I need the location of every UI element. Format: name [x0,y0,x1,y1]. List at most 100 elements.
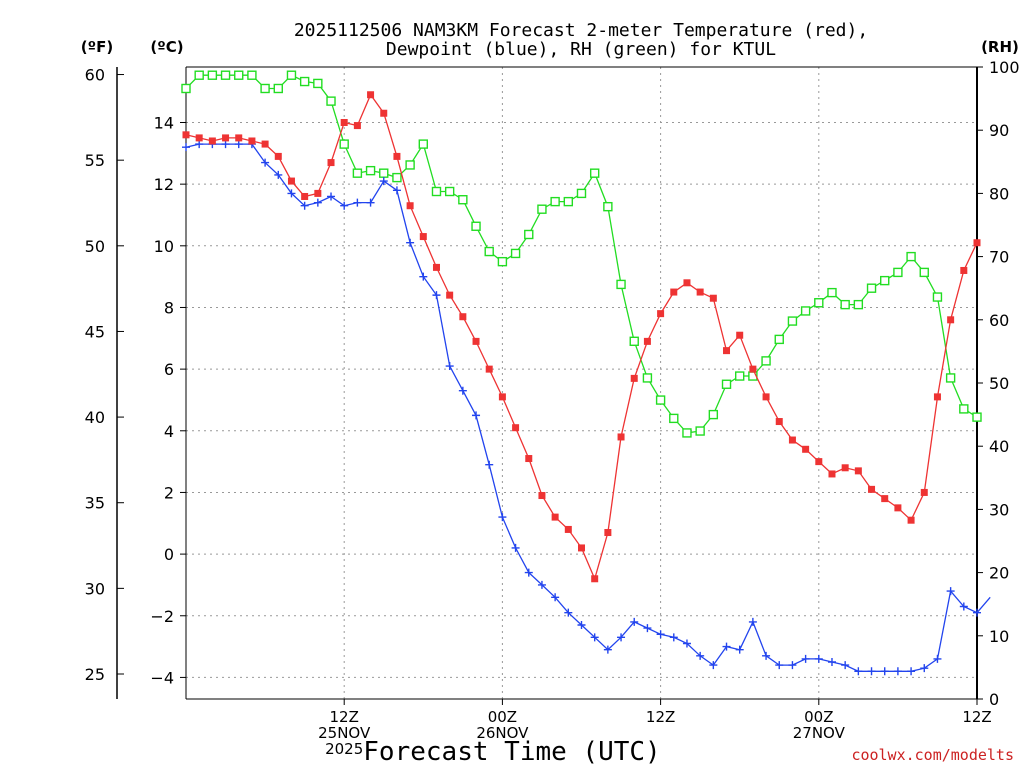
rh-point [616,279,626,290]
dewpoint-point [379,177,388,186]
celsius-tick-label: −2 [150,607,174,626]
rh-point [524,229,534,240]
temperature-point [947,316,955,324]
dewpoint-point [274,170,283,179]
dewpoint-point [867,667,876,676]
rh-point [853,299,864,310]
rh-point [365,165,376,176]
dewpoint-point [524,568,533,577]
dewpoint-point [722,642,731,651]
rh-point [313,78,323,89]
rh-point [484,246,494,257]
x-tick-label: 12Z [962,708,991,726]
temperature-point [274,152,282,160]
celsius-tick-label: 10 [154,237,174,256]
dewpoint-point [854,667,863,676]
rh-tick-label: 20 [989,564,1009,583]
rh-point [576,188,587,199]
rh-tick-label: 0 [989,690,999,709]
temperature-point [340,118,348,126]
rh-point [708,409,719,420]
rh-point [405,160,415,170]
rh-point [840,299,850,310]
dewpoint-point [920,664,929,673]
x-tick-label: 00Z [488,708,517,726]
dewpoint-point [511,543,520,552]
temperature-point [815,458,823,466]
dewpoint-point [485,460,494,469]
fahrenheit-tick-label: 50 [85,237,105,256]
temperature-point [762,393,770,401]
rh-point [959,404,969,414]
dewpoint-point [933,654,942,663]
temperature-point [683,279,691,287]
x-tick-label: 12Z [646,708,675,726]
temperature-point [419,233,427,241]
rh-point [787,316,798,326]
x-tick-label: 12Z [330,708,359,726]
rh-tick-label: 90 [989,121,1009,140]
temperature-point [538,492,546,500]
temperature-point [353,122,361,130]
fahrenheit-tick-label: 25 [85,665,105,684]
temperature-point [551,513,559,521]
rh-point [194,70,204,80]
temperature-point [195,134,203,142]
rh-series [181,70,982,438]
rh-point [392,172,402,183]
temperature-point [406,202,414,210]
rh-tick-label: 80 [989,184,1009,203]
temperature-point [261,140,269,148]
dewpoint-point [946,587,955,596]
temperature-point [736,331,744,339]
dewpoint-series [182,140,991,676]
rh-point [774,334,784,345]
rh-tick-label: 10 [989,627,1009,646]
temperature-series [182,91,981,583]
celsius-tick-label: 2 [164,483,174,502]
dewpoint-point [537,580,546,589]
temperature-point [525,455,533,463]
temperature-point [578,544,585,552]
rh-point [379,168,389,178]
dewpoint-point [445,362,454,371]
temperature-point [459,313,467,321]
dewpoint-point [353,198,362,207]
dewpoint-point [392,186,401,195]
temperature-point [723,347,731,355]
rh-point [919,267,929,278]
dewpoint-point [300,201,309,210]
x-axis-label: Forecast Time (UTC) [363,737,660,767]
rh-point [299,76,310,87]
credit-text: coolwx.com/modelts [851,746,1014,764]
dewpoint-point [788,661,797,670]
dewpoint-point [814,654,823,663]
rh-point [655,395,666,405]
rh-point [695,426,705,436]
temperature-point [749,365,757,373]
temperature-point [222,134,230,142]
rh-point [207,70,218,80]
rh-point [550,196,560,207]
celsius-tick-label: 8 [164,298,174,317]
temperature-point [854,467,862,475]
rh-point [800,306,811,316]
rh-point [932,292,943,302]
rh-point [458,195,468,205]
dewpoint-point [432,291,441,300]
rh-point [273,83,283,94]
temperature-point [367,91,375,99]
temperature-point [920,488,928,496]
rh-point [972,412,982,422]
temperature-point [907,516,915,524]
rh-point [260,83,270,94]
dewpoint-point [682,639,691,648]
dewpoint-point [340,201,349,210]
rh-point [682,428,692,438]
temperature-point [327,159,335,167]
chart-title-line1: 2025112506 NAM3KM Forecast 2-meter Tempe… [294,20,868,41]
dewpoint-point [498,513,507,522]
celsius-tick-label: 14 [154,113,174,132]
